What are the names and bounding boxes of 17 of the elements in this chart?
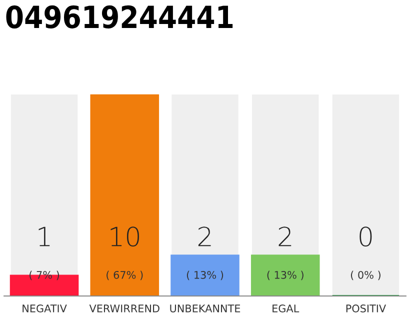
data-label: 1 xyxy=(38,226,50,246)
bar xyxy=(170,254,240,296)
x-tick-label: POSITIV xyxy=(346,304,386,312)
x-tick-label: VERWIRREND xyxy=(89,304,160,312)
annotation: ( 67% ) xyxy=(106,270,143,280)
bar xyxy=(250,254,320,296)
data-label: 2 xyxy=(198,226,211,246)
data-label: 0 xyxy=(360,226,372,247)
annotation: ( 13% ) xyxy=(267,270,304,280)
data-label: 10 xyxy=(110,226,139,247)
annotation: ( 13% ) xyxy=(186,270,224,280)
x-tick-label: UNBEKANNTE xyxy=(170,304,240,312)
annotation: ( 0% ) xyxy=(350,270,380,280)
x-tick-label: EGAL xyxy=(272,304,300,312)
x-tick-label: NEGATIV xyxy=(22,304,67,312)
data-label: 2 xyxy=(278,226,292,246)
chart-title: 049619244441 xyxy=(6,5,233,28)
